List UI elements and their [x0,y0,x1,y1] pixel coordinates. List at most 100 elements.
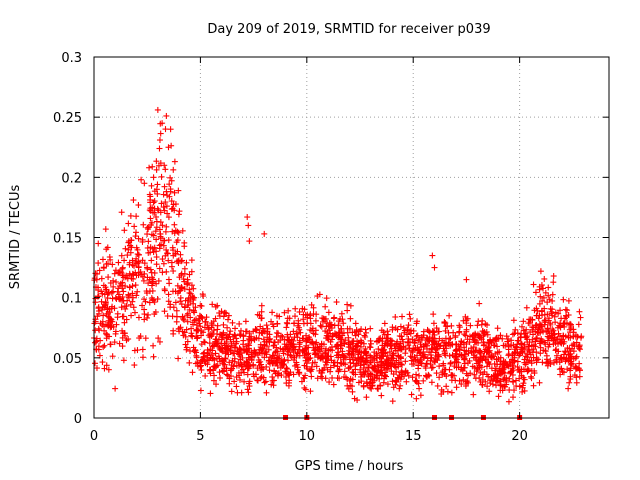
data-point [338,325,345,332]
data-point [461,360,468,367]
data-points [91,106,585,405]
data-point [95,287,102,294]
data-point [183,259,190,266]
data-point [497,332,504,339]
data-point [476,348,483,355]
data-point [447,335,454,342]
data-point [542,348,549,355]
data-point [349,376,356,383]
data-point [322,328,329,335]
data-point [276,313,283,320]
data-point [191,294,198,301]
data-point [367,340,374,347]
data-point [131,309,138,316]
data-point [346,347,353,354]
data-point [340,360,347,367]
data-point [285,372,292,379]
data-point [323,332,330,339]
data-point [429,364,436,371]
data-point [239,366,246,373]
data-point [160,204,167,211]
data-point [187,314,194,321]
data-point [518,323,525,330]
data-point [157,219,164,226]
data-point [115,259,122,266]
data-point [425,337,432,344]
data-point [215,353,222,360]
data-point [121,330,128,337]
data-point [467,322,474,329]
data-point [131,362,138,369]
data-point [533,322,540,329]
data-point [285,382,292,389]
data-point [448,322,455,329]
data-point [519,348,526,355]
data-point [177,287,184,294]
data-point [494,349,501,356]
y-tick-label: 0.15 [53,232,82,247]
data-point [480,342,487,349]
data-point [157,233,164,240]
data-point [173,318,180,325]
data-point [551,359,558,366]
data-point [303,338,310,345]
data-point [325,309,332,316]
data-point [162,126,169,133]
data-point [207,346,214,353]
data-point [140,354,147,361]
data-point [120,313,127,320]
data-point [463,320,470,327]
data-point [545,284,552,291]
data-point [181,278,188,285]
data-point [576,308,583,315]
data-point [514,337,521,344]
data-point [402,350,409,357]
data-point [411,340,418,347]
data-point [223,371,230,378]
data-point [527,373,534,380]
data-point [473,368,480,375]
data-point [118,209,125,216]
data-point [93,276,100,283]
data-point [385,331,392,338]
data-point [397,354,404,361]
data-point [125,220,132,227]
data-point [99,318,106,325]
data-point [231,378,238,385]
data-point [130,197,137,204]
x-tick-label: 0 [90,429,98,444]
data-point [228,342,235,349]
data-point [261,230,268,237]
data-point [149,287,156,294]
data-point [187,348,194,355]
data-point [188,268,195,275]
data-point [572,365,579,372]
data-point [335,334,342,341]
data-point [105,260,112,267]
data-point [253,326,260,333]
data-point [228,362,235,369]
data-point [473,339,480,346]
data-point [395,363,402,370]
data-point [177,251,184,258]
data-point [107,341,114,348]
data-point [478,321,485,328]
data-point [493,338,500,345]
data-point [112,267,119,274]
data-point [573,353,580,360]
data-point [505,398,512,405]
data-point [293,330,300,337]
data-point [402,358,409,365]
data-point [416,346,423,353]
data-point [257,323,264,330]
data-point [416,372,423,379]
data-point [465,350,472,357]
data-point [153,254,160,261]
data-point [176,288,183,295]
data-point [416,358,423,365]
data-point [357,369,364,376]
data-point [170,166,177,173]
data-point [441,339,448,346]
data-point [378,392,385,399]
data-point [154,106,161,113]
